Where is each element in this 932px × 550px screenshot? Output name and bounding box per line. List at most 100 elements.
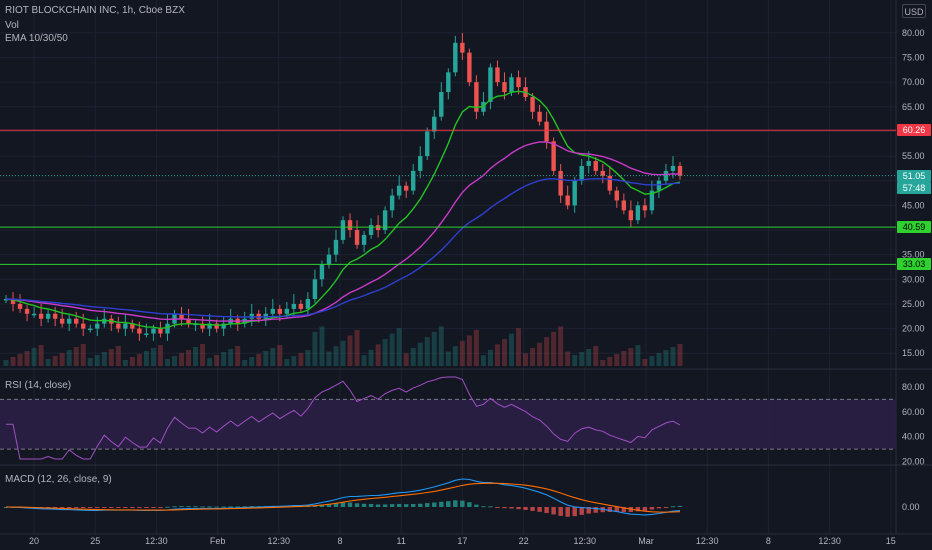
volume-bar [136, 354, 142, 366]
volume-bar [607, 357, 613, 366]
volume-bar [466, 335, 472, 366]
macd-histogram-bar [593, 507, 598, 513]
macd-histogram-bar [656, 507, 662, 509]
macd-histogram-bar [544, 507, 549, 513]
ema-30-line [5, 141, 681, 322]
level-tag-support-2: 33.03 [897, 258, 931, 271]
candle-body [31, 313, 37, 316]
macd-histogram-bar [670, 506, 676, 508]
candle-body [516, 77, 521, 88]
candle-body [333, 239, 339, 255]
currency-button[interactable]: USD [902, 4, 926, 18]
price-tick-label: 20.00 [902, 324, 925, 334]
ema-10-line [5, 90, 681, 330]
candle-body [214, 323, 219, 329]
volume-bar [17, 354, 23, 366]
candle-body [284, 308, 290, 314]
volume-bar [565, 351, 571, 366]
volume-bar [663, 350, 669, 366]
candle-body [59, 318, 65, 324]
candle-body [312, 279, 318, 300]
candle-body [600, 170, 605, 176]
symbol-legend[interactable]: RIOT BLOCKCHAIN INC, 1h, Cboe BZX [5, 5, 185, 16]
candle-body [677, 165, 683, 176]
macd-histogram-bar [572, 507, 577, 517]
macd-histogram-bar [502, 507, 507, 509]
candle-body [270, 308, 275, 314]
macd-histogram-bar [432, 502, 437, 507]
volume-bar [179, 353, 185, 366]
volume-bar [157, 345, 163, 366]
candle-body [446, 72, 451, 93]
volume-bar [537, 342, 543, 366]
volume-bar [326, 351, 332, 366]
volume-legend[interactable]: Vol [5, 20, 19, 31]
macd-histogram-bar [66, 507, 72, 508]
macd-legend[interactable]: MACD (12, 26, close, 9) [5, 474, 112, 485]
candle-body [418, 156, 423, 171]
candle-body [319, 264, 325, 280]
volume-bar [73, 347, 79, 366]
candle-body [38, 313, 44, 319]
volume-bar [249, 357, 255, 366]
volume-bar [677, 344, 683, 366]
macd-histogram-bar [52, 507, 58, 508]
candle-body [544, 121, 549, 142]
candle-body [663, 170, 669, 181]
time-tick-label: 15 [886, 536, 896, 546]
volume-bar [10, 357, 16, 366]
macd-histogram-bar [158, 507, 163, 508]
volume-bar [530, 348, 536, 366]
candle-body [621, 200, 627, 211]
macd-histogram-bar [186, 506, 191, 508]
macd-histogram-bar [249, 506, 254, 508]
candle-body [488, 67, 493, 102]
ema-legend[interactable]: EMA 10/30/50 [5, 33, 68, 44]
volume-bar [487, 349, 493, 366]
volume-bar [80, 344, 86, 366]
volume-bar [656, 353, 662, 366]
candle-body [495, 67, 500, 83]
macd-histogram-bar [516, 507, 521, 510]
macd-histogram-bar [642, 507, 648, 511]
macd-histogram-bar [586, 507, 591, 514]
volume-bar [544, 337, 550, 366]
candle-body [537, 111, 542, 122]
candle-body [165, 323, 170, 334]
candle-body [425, 131, 430, 157]
time-tick-label: Mar [638, 536, 654, 546]
macd-histogram-bar [109, 507, 114, 508]
macd-histogram-bar [214, 506, 219, 508]
candle-body [81, 323, 86, 329]
time-tick-label: 12:30 [574, 536, 597, 546]
macd-histogram-bar [130, 507, 135, 508]
volume-bar [122, 360, 128, 366]
volume-bar [333, 346, 339, 366]
candle-body [66, 318, 72, 324]
price-tick-label: 75.00 [902, 53, 925, 63]
volume-bar [649, 356, 655, 366]
macd-histogram-bar [382, 504, 388, 507]
price-tick-label: 30.00 [902, 274, 925, 284]
volume-bar [52, 356, 58, 366]
macd-histogram-bar [530, 507, 535, 511]
volume-bar [635, 345, 641, 366]
macd-histogram-bar [523, 507, 528, 510]
volume-bar [305, 350, 311, 366]
macd-histogram-bar [375, 504, 381, 507]
candle-body [340, 220, 346, 240]
macd-histogram-bar [551, 507, 556, 515]
rsi-legend[interactable]: RSI (14, close) [5, 380, 72, 391]
candle-body [628, 210, 634, 221]
candle-body [256, 313, 261, 319]
macd-histogram-bar [460, 500, 465, 507]
volume-bar [347, 335, 353, 366]
candle-body [17, 303, 23, 309]
volume-bar [445, 351, 451, 366]
candle-body [277, 308, 283, 314]
candle-body [158, 328, 163, 334]
volume-bar [621, 351, 627, 366]
volume-bar [642, 359, 648, 366]
macd-histogram-bar [326, 503, 332, 507]
